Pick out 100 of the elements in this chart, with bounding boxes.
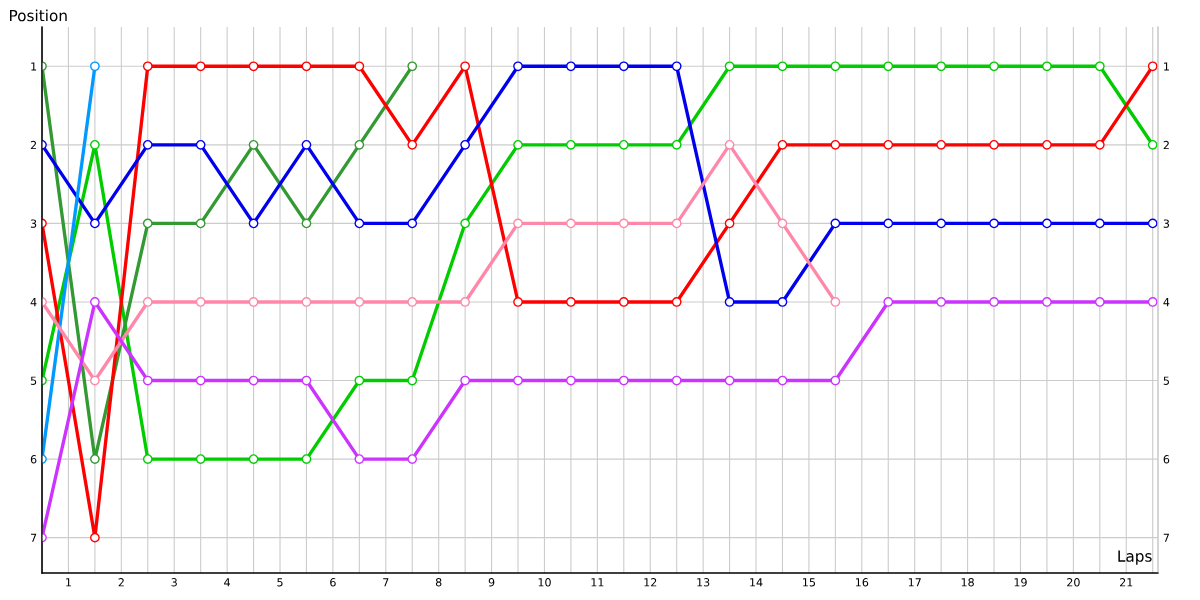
point: [301, 297, 312, 307]
y2-tick-label: 3: [1163, 219, 1170, 228]
point: [1094, 61, 1105, 72]
x-tick-label: 11: [591, 578, 604, 587]
point: [90, 139, 100, 150]
point: [936, 61, 947, 72]
point: [989, 297, 999, 307]
point: [1147, 61, 1158, 72]
point: [777, 139, 788, 150]
point: [513, 61, 523, 72]
x-tick-label: 20: [1067, 578, 1080, 587]
x-tick-label: 13: [697, 578, 710, 587]
y-tick-label: 6: [30, 455, 37, 464]
point: [142, 139, 153, 150]
point: [513, 139, 523, 150]
point: [618, 375, 629, 386]
point: [142, 61, 153, 72]
point: [936, 139, 947, 150]
point: [989, 218, 999, 229]
x-tick-label: 6: [330, 578, 336, 587]
y-tick-label: 1: [31, 62, 37, 71]
point: [671, 297, 682, 307]
point: [830, 375, 841, 386]
x-tick-label: 7: [383, 578, 389, 587]
point: [301, 139, 312, 150]
point: [407, 454, 418, 464]
point: [460, 139, 470, 150]
point: [301, 375, 312, 386]
point: [1147, 218, 1158, 229]
y2-tick-label: 4: [1163, 298, 1170, 307]
point: [354, 297, 365, 307]
point: [460, 297, 470, 307]
x-axis-title: Laps: [1118, 550, 1152, 565]
point: [195, 297, 206, 307]
point: [513, 375, 523, 386]
point: [618, 139, 629, 150]
point: [248, 454, 259, 464]
point: [777, 375, 788, 386]
point: [671, 61, 682, 72]
point: [407, 375, 418, 386]
point: [90, 532, 100, 543]
y-tick-label: 7: [30, 533, 37, 542]
point: [936, 297, 947, 307]
point: [618, 218, 629, 229]
point: [566, 139, 576, 150]
x-tick-label: 16: [855, 578, 869, 587]
point: [142, 454, 153, 464]
point: [883, 139, 894, 150]
x-tick-label: 2: [118, 578, 124, 587]
point: [142, 375, 153, 386]
x-tick-label: 18: [961, 578, 974, 587]
point: [90, 375, 100, 386]
x-tick-label: 19: [1014, 578, 1027, 587]
point: [618, 297, 629, 307]
point: [407, 297, 418, 307]
y2-tick-label: 1: [1164, 62, 1169, 71]
point: [830, 61, 841, 72]
point: [354, 139, 365, 150]
point: [301, 61, 312, 72]
point: [142, 297, 153, 307]
y2-tick-label: 7: [1163, 533, 1169, 542]
point: [724, 375, 735, 386]
point: [989, 61, 999, 72]
point: [407, 218, 418, 229]
point: [195, 218, 206, 229]
point: [830, 297, 841, 307]
point: [777, 297, 788, 307]
point: [248, 139, 259, 150]
point: [301, 218, 312, 229]
point: [936, 218, 947, 229]
x-tick-label: 3: [171, 578, 177, 587]
point: [354, 218, 365, 229]
point: [671, 218, 682, 229]
point: [883, 218, 894, 229]
point: [724, 218, 735, 229]
point: [195, 139, 206, 150]
x-tick-label: 1: [66, 578, 71, 587]
point: [301, 454, 312, 464]
point: [1042, 297, 1052, 307]
point: [566, 218, 576, 229]
point: [724, 139, 735, 150]
point: [777, 61, 788, 72]
point: [566, 375, 576, 386]
point: [195, 375, 206, 386]
point: [989, 139, 999, 150]
point: [90, 297, 100, 307]
point: [460, 375, 470, 386]
point: [354, 61, 365, 72]
y-tick-label: 5: [30, 376, 37, 385]
x-tick-label: 17: [908, 578, 921, 587]
y-tick-label: 3: [30, 219, 37, 228]
point: [513, 218, 523, 229]
point: [883, 297, 894, 307]
y2-tick-label: 2: [1163, 140, 1169, 150]
x-tick-label: 8: [435, 578, 442, 587]
point: [777, 218, 788, 229]
point: [195, 61, 206, 72]
y-tick-label: 2: [30, 140, 37, 150]
point: [354, 375, 365, 386]
point: [1094, 218, 1105, 229]
